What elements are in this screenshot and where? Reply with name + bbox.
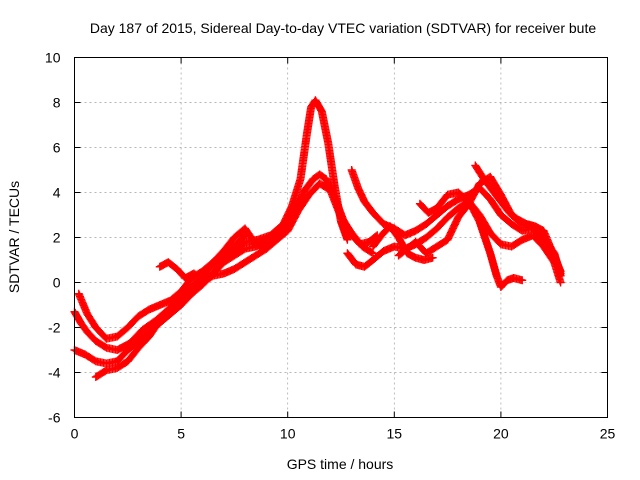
x-tick-label: 25 xyxy=(600,426,616,442)
y-tick-label: -2 xyxy=(48,320,61,336)
series-track-10 xyxy=(471,161,565,276)
x-tick-label: 10 xyxy=(280,426,296,442)
x-tick-label: 5 xyxy=(177,426,185,442)
y-tick-label: 6 xyxy=(53,140,61,156)
data-point xyxy=(343,235,352,244)
y-tick-label: 4 xyxy=(53,185,61,201)
series-track-11 xyxy=(368,222,437,264)
y-tick-label: 10 xyxy=(45,50,61,66)
data-point xyxy=(556,267,565,276)
x-tick-label: 20 xyxy=(493,426,509,442)
series-track-3 xyxy=(74,197,303,343)
x-tick-label: 0 xyxy=(71,426,79,442)
series-track-5 xyxy=(155,231,250,285)
data-point xyxy=(556,278,565,287)
data-point xyxy=(367,248,376,257)
data-point xyxy=(428,253,437,262)
y-tick-label: 2 xyxy=(53,230,61,246)
data-point xyxy=(368,249,377,258)
y-tick-label: -6 xyxy=(48,410,61,426)
x-axis-label: GPS time / hours xyxy=(287,456,394,472)
series-track-4 xyxy=(91,179,377,381)
data-point xyxy=(239,232,248,241)
data-marks xyxy=(70,96,565,381)
y-tick-label: -4 xyxy=(48,365,61,381)
y-tick-label: 8 xyxy=(53,95,61,111)
chart-title: Day 187 of 2015, Sidereal Day-to-day VTE… xyxy=(90,20,597,36)
series-track-1 xyxy=(70,96,352,354)
data-point xyxy=(518,276,527,285)
y-axis-label: SDTVAR / TECUs xyxy=(6,181,22,293)
grid-layer xyxy=(74,57,608,418)
data-point xyxy=(241,231,250,240)
x-tick-label: 15 xyxy=(387,426,403,442)
y-tick-label: 0 xyxy=(53,275,61,291)
axis-ticks: 0 5 10 15 20 25 -6 -4 -2 0 2 4 6 8 10 xyxy=(45,50,616,442)
